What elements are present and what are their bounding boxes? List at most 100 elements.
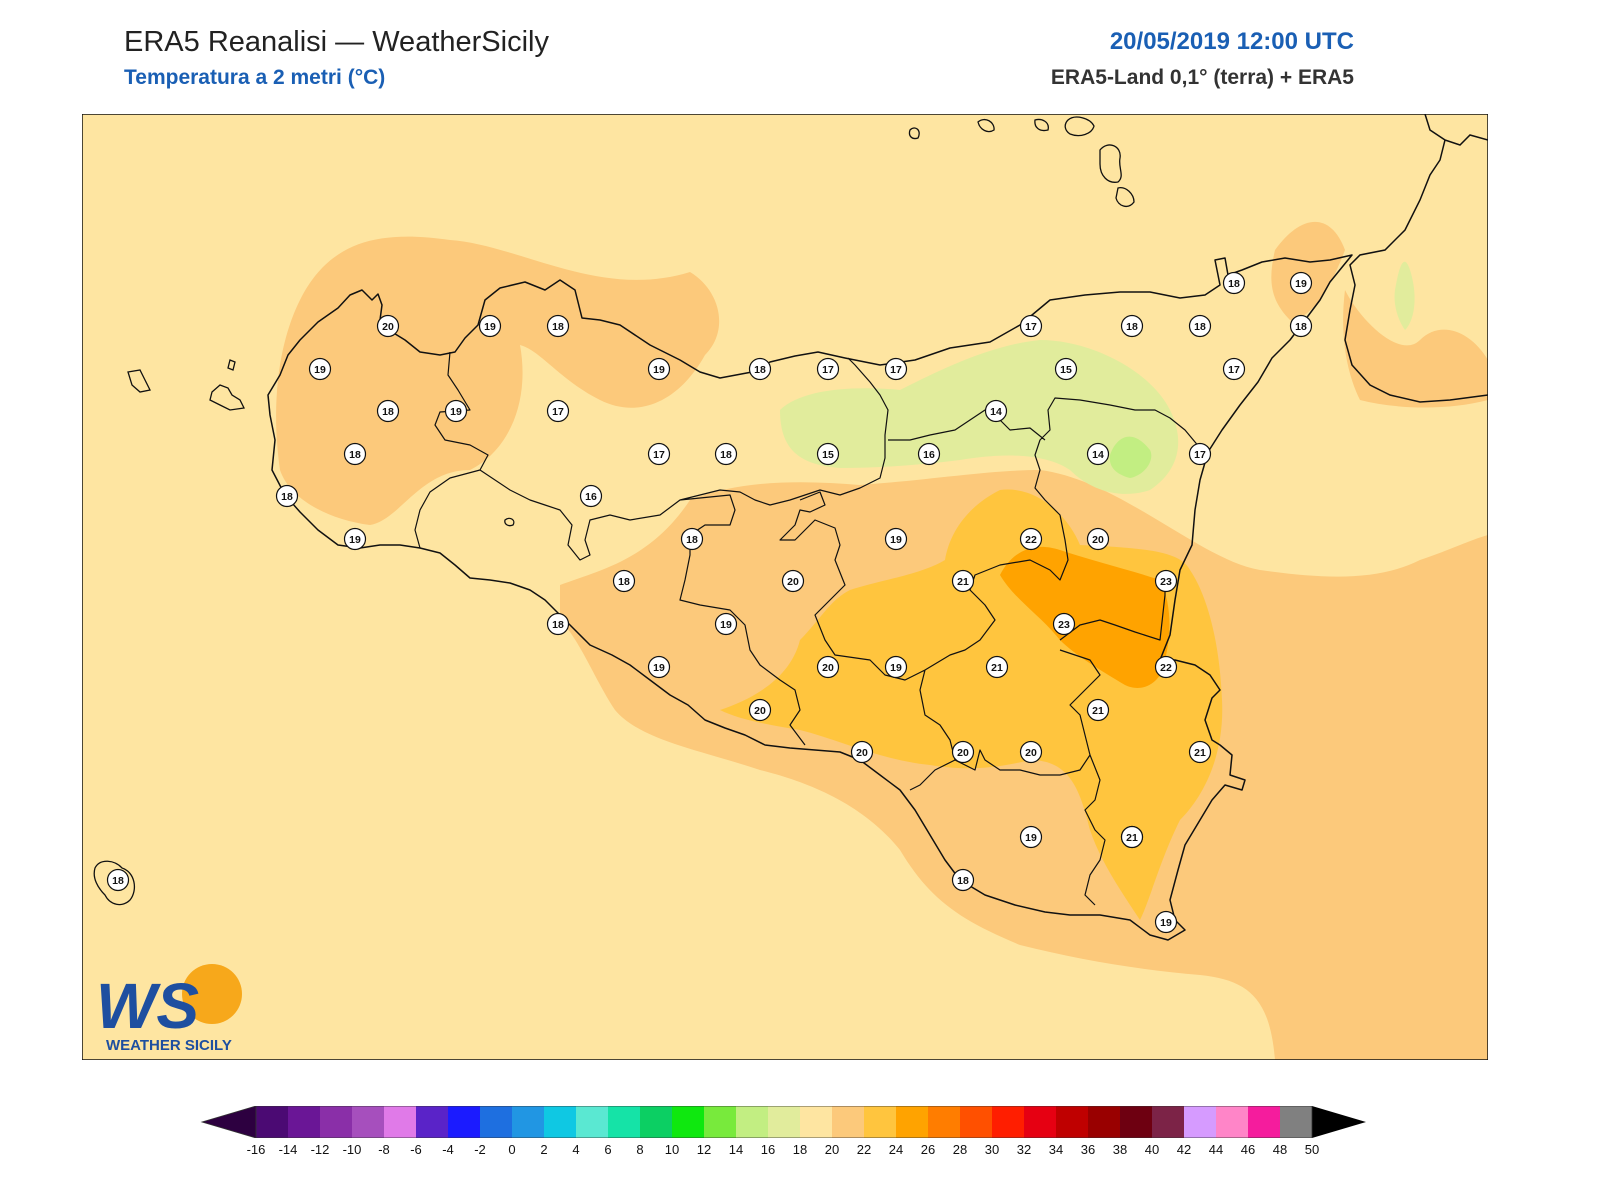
colorbar-segment xyxy=(704,1106,736,1138)
station-circle xyxy=(680,527,704,551)
colorbar-tick-label: 28 xyxy=(953,1142,967,1157)
station-value: 15 xyxy=(822,449,834,461)
map-subtitle: Temperatura a 2 metri (°C) xyxy=(124,66,386,89)
station-circle xyxy=(1019,314,1043,338)
station-value: 18 xyxy=(754,364,766,376)
temp-fill-14-16 xyxy=(1394,261,1415,330)
station-value: 20 xyxy=(1092,534,1104,546)
station-value: 18 xyxy=(618,576,630,588)
temperature-colorbar xyxy=(200,1106,1366,1138)
colorbar-segment xyxy=(256,1106,288,1138)
station-value: 19 xyxy=(484,321,496,333)
colorbar-labels: -16 -14 -12 -10 -8 -6 -4 -2 0 2 4 6 8 10 12 14 16 18 20 22 2… xyxy=(247,1142,1320,1157)
colorbar-segment xyxy=(288,1106,320,1138)
station-circle xyxy=(478,314,502,338)
station-value: 16 xyxy=(923,449,935,461)
station-value: 23 xyxy=(1058,619,1070,631)
station-value: 18 xyxy=(349,449,361,461)
colorbar-segment xyxy=(1088,1106,1120,1138)
station-value: 21 xyxy=(1126,832,1138,844)
station-circle xyxy=(444,399,468,423)
colorbar-segment xyxy=(736,1106,768,1138)
station-circle xyxy=(748,698,772,722)
station-value: 18 xyxy=(552,321,564,333)
station-circle xyxy=(884,655,908,679)
colorbar-segment xyxy=(864,1106,896,1138)
colorbar-segment xyxy=(832,1106,864,1138)
colorbar-segment xyxy=(512,1106,544,1138)
colorbar-segment xyxy=(1216,1106,1248,1138)
station-value: 17 xyxy=(1025,321,1037,333)
station-circle xyxy=(275,484,299,508)
station-value: 20 xyxy=(754,705,766,717)
temp-fill-14-16 xyxy=(780,340,1179,494)
colorbar-segment xyxy=(416,1106,448,1138)
temp-fill-12-14 xyxy=(1109,436,1152,478)
station-value: 21 xyxy=(991,662,1003,674)
station-value: 20 xyxy=(856,747,868,759)
colorbar-tick-label: 18 xyxy=(793,1142,807,1157)
station-circle xyxy=(1120,314,1144,338)
station-circle xyxy=(917,442,941,466)
colorbar-segment xyxy=(480,1106,512,1138)
colorbar-segment xyxy=(384,1106,416,1138)
aeolian-islands xyxy=(908,116,1135,208)
logo-letters: WS xyxy=(96,970,199,1042)
station-circle xyxy=(1188,442,1212,466)
temp-fill-18-20 xyxy=(560,470,1488,1060)
colorbar-segment xyxy=(352,1106,384,1138)
colorbar-tick-label: -6 xyxy=(410,1142,422,1157)
station-circle xyxy=(343,527,367,551)
station-value: 18 xyxy=(112,875,124,887)
colorbar-tick-label: 32 xyxy=(1017,1142,1031,1157)
colorbar-tick-label: 40 xyxy=(1145,1142,1159,1157)
station-circle xyxy=(1154,569,1178,593)
station-value: 18 xyxy=(382,406,394,418)
colorbar-tick-label: 8 xyxy=(636,1142,643,1157)
station-circle xyxy=(343,442,367,466)
station-value: 19 xyxy=(450,406,462,418)
colorbar-tick-label: 48 xyxy=(1273,1142,1287,1157)
station-value: 21 xyxy=(1194,747,1206,759)
station-value: 22 xyxy=(1160,662,1172,674)
colorbar-extend-low xyxy=(200,1106,257,1138)
station-circle xyxy=(579,484,603,508)
station-circle xyxy=(376,314,400,338)
colorbar-tick-label: -12 xyxy=(311,1142,330,1157)
station-circle xyxy=(1188,740,1212,764)
temperature-map: 20 19 18 19 18 19 17 19 18 17 16 18 18 17 18 19 17 18 15 17… xyxy=(82,114,1488,1060)
station-circle xyxy=(884,357,908,381)
station-value: 19 xyxy=(1025,832,1037,844)
colorbar-tick-label: 6 xyxy=(604,1142,611,1157)
colorbar-tick-label: 0 xyxy=(508,1142,515,1157)
colorbar-segment xyxy=(1248,1106,1280,1138)
station-circle xyxy=(1086,442,1110,466)
colorbar-segment xyxy=(672,1106,704,1138)
station-circle xyxy=(1019,825,1043,849)
colorbar-tick-label: 2 xyxy=(540,1142,547,1157)
station-value: 20 xyxy=(382,321,394,333)
station-circle xyxy=(1019,527,1043,551)
station-circle xyxy=(376,399,400,423)
station-circle xyxy=(816,655,840,679)
colorbar-segment xyxy=(576,1106,608,1138)
colorbar-tick-label: 16 xyxy=(761,1142,775,1157)
station-value: 19 xyxy=(1160,917,1172,929)
colorbar-segment xyxy=(768,1106,800,1138)
station-value: 17 xyxy=(653,449,665,461)
station-circle xyxy=(816,357,840,381)
station-value: 18 xyxy=(720,449,732,461)
colorbar-segment xyxy=(1280,1106,1312,1138)
station-value: 14 xyxy=(1092,449,1104,461)
station-circle xyxy=(1222,271,1246,295)
station-value: 15 xyxy=(1060,364,1072,376)
station-circle xyxy=(1052,612,1076,636)
station-circle xyxy=(1289,271,1313,295)
colorbar-tick-label: 36 xyxy=(1081,1142,1095,1157)
station-value: 18 xyxy=(1126,321,1138,333)
colorbar-segment xyxy=(448,1106,480,1138)
colorbar-tick-label: 24 xyxy=(889,1142,903,1157)
station-circle xyxy=(308,357,332,381)
station-value: 17 xyxy=(1228,364,1240,376)
station-value: 16 xyxy=(585,491,597,503)
